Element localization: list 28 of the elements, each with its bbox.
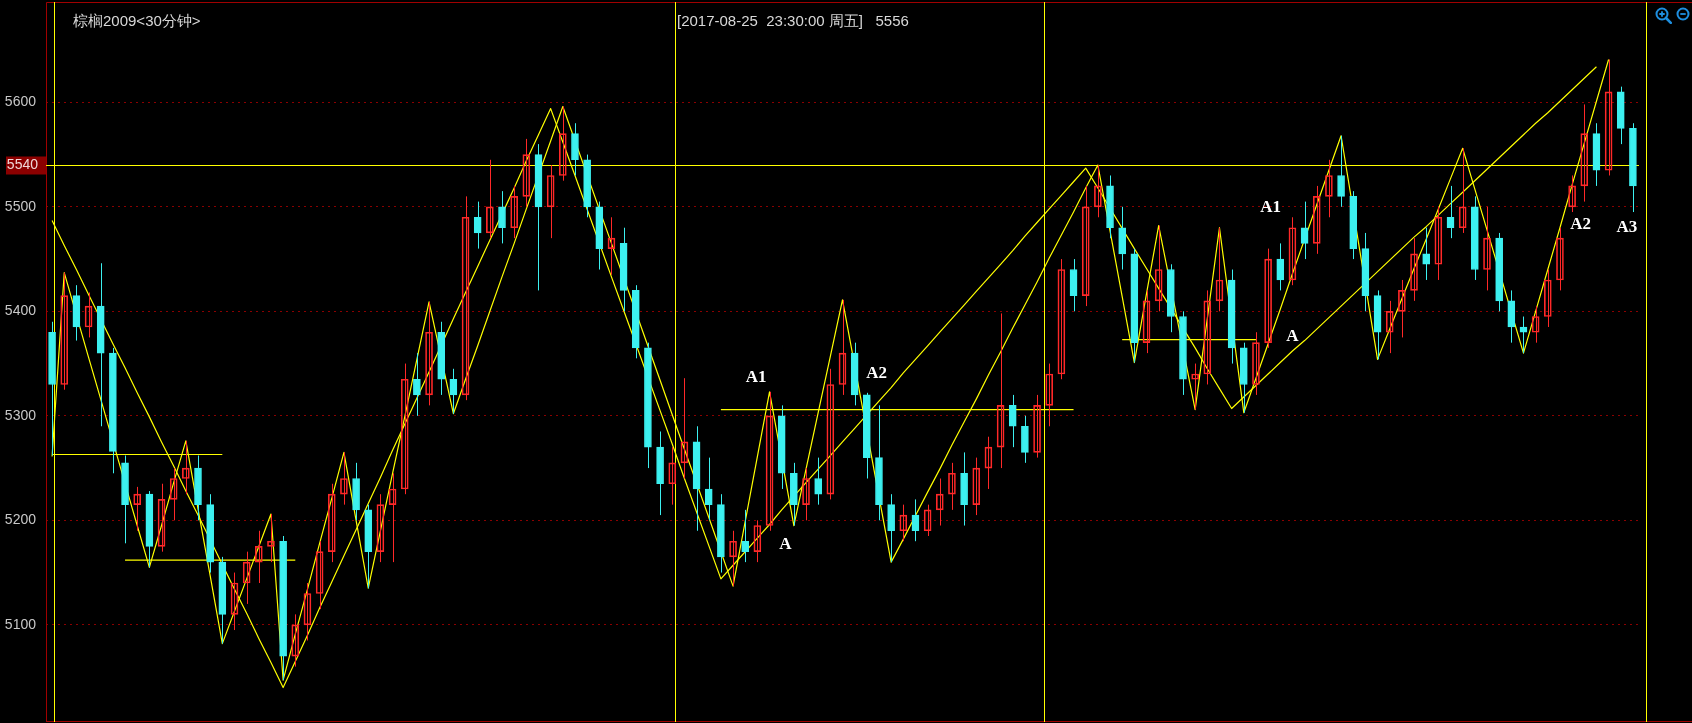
candlestick <box>704 457 713 521</box>
annotation: A3 <box>1616 217 1638 237</box>
annotation: A2 <box>1570 214 1592 234</box>
y-tick-label: 5500 <box>4 197 37 214</box>
text: [2017-08-25 23:30:00 周五] 5556 <box>677 12 909 30</box>
candlestick <box>473 201 482 250</box>
candlestick <box>1519 316 1528 354</box>
y-tick-label: 5300 <box>4 406 37 423</box>
candlestick <box>413 352 421 417</box>
candlestick <box>1276 242 1285 291</box>
annotation: A <box>1286 326 1300 346</box>
candlestick <box>1300 201 1309 260</box>
annotation: A1 <box>745 367 767 387</box>
y-tick-label: 5400 <box>4 302 37 319</box>
candlestick <box>498 190 506 244</box>
candlestick <box>1337 135 1345 208</box>
annotation: A <box>779 534 793 554</box>
candlestick <box>814 457 823 506</box>
ref-line-label: 5540 <box>6 156 39 173</box>
text: 棕榈2009<30分钟> <box>73 12 201 30</box>
annotation: A1 <box>1260 197 1281 217</box>
candlestick <box>741 509 750 563</box>
candlestick <box>1008 394 1017 448</box>
y-tick-label: 5200 <box>4 511 37 528</box>
annotation: A2 <box>866 363 887 383</box>
y-tick-label: 5100 <box>4 615 37 632</box>
y-tick-label: 5600 <box>4 93 37 110</box>
candlestick <box>1422 227 1431 281</box>
